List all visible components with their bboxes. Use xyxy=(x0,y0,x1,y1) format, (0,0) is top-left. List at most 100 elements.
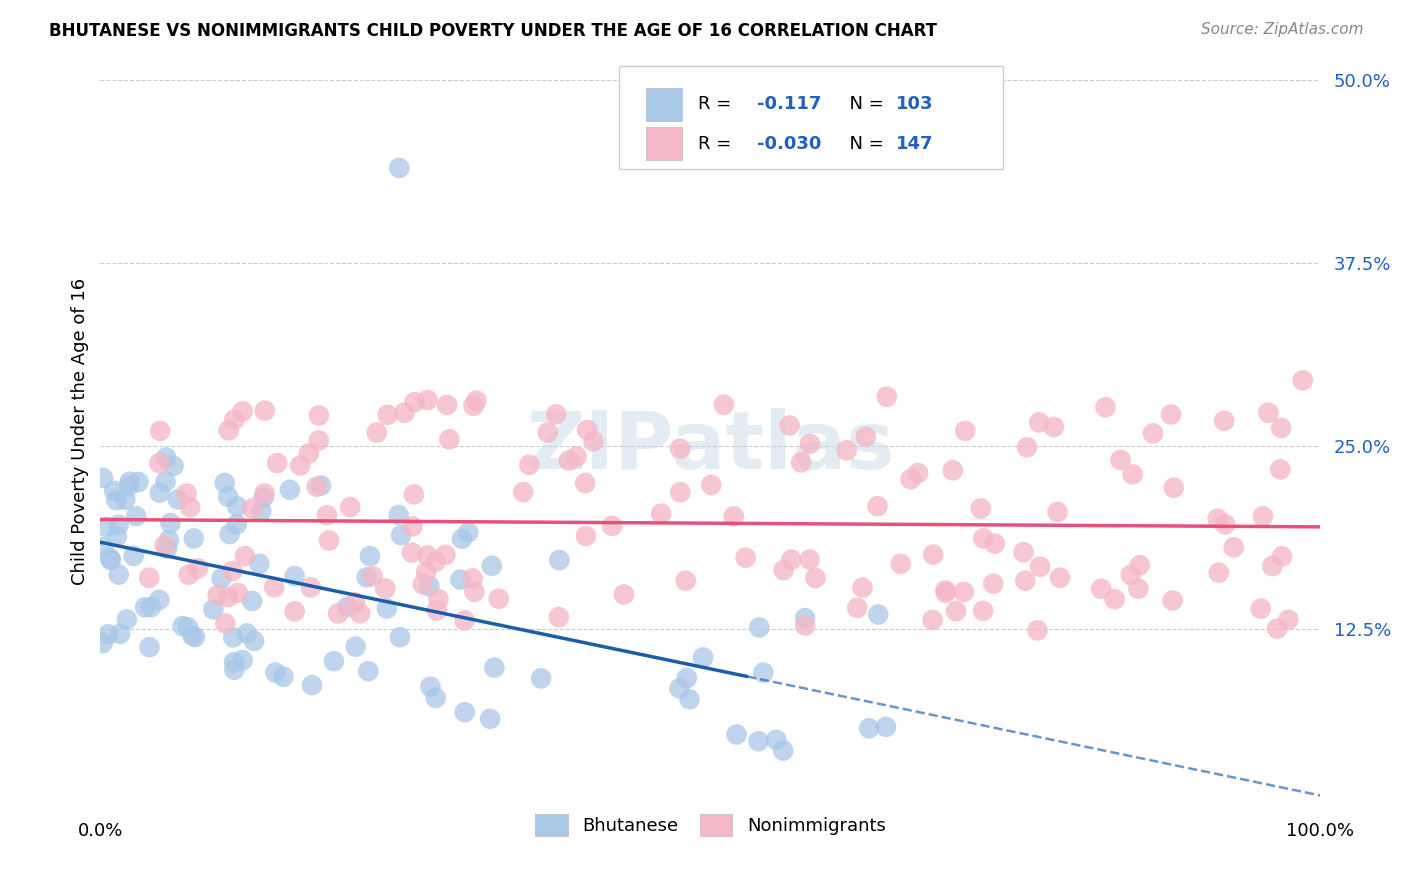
Point xyxy=(1208,566,1230,580)
Point xyxy=(252,491,274,505)
Point xyxy=(461,571,484,585)
Point xyxy=(1292,373,1315,387)
Point xyxy=(96,520,118,534)
Point xyxy=(138,640,160,655)
Point xyxy=(1014,574,1036,588)
Point xyxy=(115,612,138,626)
Point xyxy=(222,655,245,669)
Point xyxy=(804,571,827,585)
Point xyxy=(748,620,770,634)
Point xyxy=(765,732,787,747)
Point xyxy=(264,665,287,680)
Point xyxy=(692,650,714,665)
Point xyxy=(953,424,976,438)
Point xyxy=(349,607,371,621)
Point xyxy=(484,660,506,674)
Point xyxy=(404,395,426,409)
Point xyxy=(1129,558,1152,573)
Point xyxy=(907,466,929,480)
Point xyxy=(107,517,129,532)
Point xyxy=(1012,545,1035,559)
FancyBboxPatch shape xyxy=(619,66,1004,169)
Point xyxy=(139,600,162,615)
Point xyxy=(734,550,756,565)
Point xyxy=(875,720,897,734)
Point xyxy=(799,437,821,451)
Point xyxy=(266,456,288,470)
Y-axis label: Child Poverty Under the Age of 16: Child Poverty Under the Age of 16 xyxy=(72,278,89,585)
Point xyxy=(153,539,176,553)
Point xyxy=(243,634,266,648)
Point xyxy=(236,626,259,640)
Point xyxy=(118,475,141,489)
Point xyxy=(218,527,240,541)
Point xyxy=(305,480,328,494)
Point xyxy=(416,549,439,563)
Point xyxy=(669,442,692,456)
Point xyxy=(425,690,447,705)
Point xyxy=(114,492,136,507)
Point xyxy=(91,636,114,650)
Text: 103: 103 xyxy=(896,95,934,113)
Point xyxy=(1122,467,1144,482)
Point xyxy=(855,430,877,444)
Point xyxy=(389,528,412,542)
Point xyxy=(1119,567,1142,582)
Point xyxy=(454,705,477,719)
Text: Source: ZipAtlas.com: Source: ZipAtlas.com xyxy=(1201,22,1364,37)
Point xyxy=(451,532,474,546)
Point xyxy=(91,471,114,485)
Point xyxy=(1015,440,1038,454)
Text: 147: 147 xyxy=(896,135,934,153)
Point xyxy=(921,613,943,627)
Point xyxy=(247,557,270,571)
Point xyxy=(866,499,889,513)
Text: N =: N = xyxy=(838,95,890,113)
Point xyxy=(1049,571,1071,585)
Point xyxy=(453,614,475,628)
Text: BHUTANESE VS NONIMMIGRANTS CHILD POVERTY UNDER THE AGE OF 16 CORRELATION CHART: BHUTANESE VS NONIMMIGRANTS CHILD POVERTY… xyxy=(49,22,938,40)
Point xyxy=(166,492,188,507)
Point xyxy=(162,458,184,473)
Point xyxy=(177,567,200,582)
Point xyxy=(388,508,411,522)
Text: -0.030: -0.030 xyxy=(756,135,821,153)
Text: N =: N = xyxy=(838,135,890,153)
Point xyxy=(309,478,332,492)
Point xyxy=(222,631,245,645)
Point xyxy=(558,453,581,467)
Point xyxy=(582,434,605,449)
Point xyxy=(1043,420,1066,434)
Point xyxy=(224,413,246,427)
Point xyxy=(858,721,880,735)
Point xyxy=(100,553,122,567)
Point xyxy=(187,561,209,575)
Point xyxy=(308,434,330,448)
Point xyxy=(290,458,312,473)
Point xyxy=(700,478,723,492)
Text: R =: R = xyxy=(699,95,742,113)
Point xyxy=(1104,592,1126,607)
Point xyxy=(425,555,447,569)
Point xyxy=(876,390,898,404)
Point xyxy=(323,654,346,668)
Point xyxy=(253,486,276,500)
Point xyxy=(512,485,534,500)
Point xyxy=(401,519,423,533)
Point xyxy=(1250,601,1272,615)
Point xyxy=(439,432,461,446)
Point xyxy=(388,630,411,644)
Point xyxy=(214,616,236,631)
Point xyxy=(148,592,170,607)
Point xyxy=(284,569,307,583)
Point xyxy=(675,671,697,685)
Legend: Bhutanese, Nonimmigrants: Bhutanese, Nonimmigrants xyxy=(526,805,894,846)
Point xyxy=(127,475,149,489)
Point xyxy=(530,671,553,685)
Point xyxy=(457,525,479,540)
Point xyxy=(1028,416,1050,430)
Point xyxy=(394,406,416,420)
Point xyxy=(1026,624,1049,638)
Point xyxy=(1271,549,1294,564)
Point xyxy=(1046,505,1069,519)
